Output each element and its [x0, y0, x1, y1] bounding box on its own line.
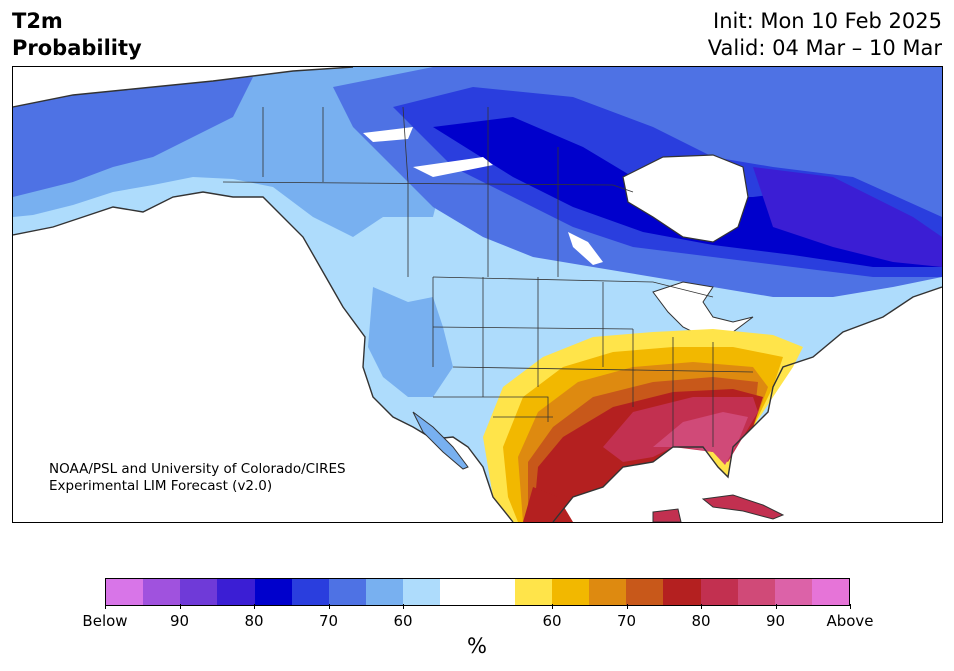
- forecast-map: [12, 66, 943, 523]
- colorbar-tick-label: 70: [616, 612, 637, 630]
- colorbar-tick-label: 90: [765, 612, 786, 630]
- political-borders: [222, 106, 754, 447]
- arctic-lake-1: [363, 127, 413, 142]
- init-date: Init: Mon 10 Feb 2025: [713, 9, 942, 33]
- colorbar-segment: [328, 579, 367, 605]
- arctic-lake-3: [568, 232, 603, 265]
- colorbar-tick-label: 80: [244, 612, 264, 630]
- colorbar-segment: [440, 579, 478, 605]
- credit-text: NOAA/PSL and University of Colorado/CIRE…: [49, 461, 346, 495]
- credit-line-2: Experimental LIM Forecast (v2.0): [49, 478, 273, 494]
- baja-peninsula: [412, 411, 469, 470]
- cuba: [701, 494, 785, 520]
- colorbar-segment: [217, 579, 255, 605]
- colorbar-segment: [477, 579, 515, 605]
- colorbar-tick: [328, 604, 330, 609]
- colorbar-segment: [811, 579, 850, 605]
- valid-date: Valid: 04 Mar – 10 Mar: [707, 36, 942, 60]
- colorbar-tick-label: 90: [169, 612, 190, 630]
- colorbar-segment: [774, 579, 812, 605]
- colorbar-segment: [143, 579, 181, 605]
- colorbar-segment: [254, 579, 292, 605]
- colorbar-tick: [552, 604, 553, 609]
- coastline: [13, 67, 942, 522]
- credit-line-1: NOAA/PSL and University of Colorado/CIRE…: [49, 461, 346, 477]
- colorbar-tick-label: 80: [691, 612, 711, 630]
- colorbar-tick-label: 60: [542, 612, 562, 630]
- colorbar-tick-label: Above: [826, 612, 874, 630]
- colorbar-segment: [403, 579, 441, 605]
- caribbean-island: [652, 508, 682, 522]
- colorbar-segment: [700, 579, 738, 605]
- colorbar-tick: [179, 604, 181, 609]
- colorbar-tick: [626, 604, 628, 609]
- map-title: T2m Probability: [12, 8, 142, 62]
- colorbar-tick-label: 70: [318, 612, 339, 630]
- land-medium-blue-coast: [368, 287, 453, 397]
- colorbar-tick: [850, 604, 851, 609]
- colorbar-segment: [291, 579, 329, 605]
- land-blue: [13, 77, 253, 197]
- great-lakes: [652, 281, 754, 338]
- colorbar-tick: [701, 604, 702, 609]
- colorbar-tick: [403, 604, 404, 609]
- map-canvas: [13, 67, 942, 522]
- colorbar-tick: [105, 604, 106, 609]
- colorbar-segment: [514, 579, 552, 605]
- colorbar-segment: [180, 579, 218, 605]
- colorbar-tick: [775, 604, 777, 609]
- colorbar-segment: [626, 579, 664, 605]
- colorbar-segment: [366, 579, 404, 605]
- colorbar-segment: [589, 579, 627, 605]
- colorbar: [105, 578, 850, 606]
- hudson-bay: [622, 154, 749, 243]
- forecast-dates: Init: Mon 10 Feb 2025 Valid: 04 Mar – 10…: [708, 8, 942, 62]
- title-product: Probability: [12, 36, 142, 60]
- colorbar-tick-label: Below: [82, 612, 128, 630]
- colorbar-segment: [551, 579, 590, 605]
- colorbar-segment: [106, 579, 144, 605]
- colorbar-segment: [737, 579, 775, 605]
- land-violet-east: [753, 167, 942, 267]
- arctic-lake-2: [413, 157, 493, 177]
- colorbar-segment: [663, 579, 701, 605]
- colorbar-tick: [254, 604, 255, 609]
- colorbar-tick-label: 60: [393, 612, 413, 630]
- warm-pink: [653, 412, 748, 465]
- title-variable: T2m: [12, 9, 63, 33]
- colorbar-unit: %: [467, 634, 487, 658]
